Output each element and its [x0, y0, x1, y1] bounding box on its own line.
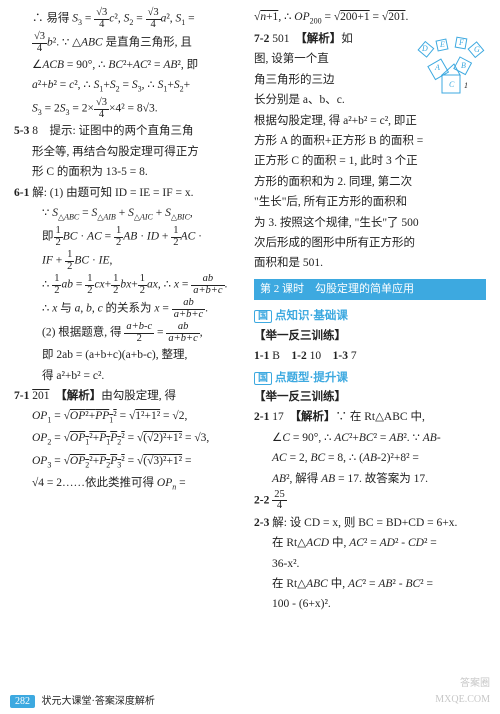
text: 提示: 证图中的两个直角三角: [49, 125, 193, 137]
text-line: 形 C 的面积为 13-5 = 8.: [14, 163, 246, 181]
page-container: ∴ 易得 S3 = √34c², S2 = √34a², S1 = √34b².…: [0, 0, 500, 714]
text-line: 方形 A 的面积+正方形 B 的面积 =: [254, 132, 486, 150]
diagram-label-d: D: [421, 44, 428, 53]
text-line: 100 - (6+x)².: [254, 595, 486, 613]
text-line: ∴ x 与 a, b, c 的关系为 x = aba+b+c.: [14, 298, 246, 320]
text-line: a²+b² = c², ∴ S1+S2 = S3, ∴ S1+S2+: [14, 76, 246, 96]
text-line: ∠C = 90°, ∴ AC²+BC² = AB². ∵ AB-: [254, 429, 486, 447]
watermark-line1: 答案圈: [435, 676, 490, 692]
section-basic: 国点知识·基础课: [254, 307, 486, 325]
text-line: 得 a²+b² = c².: [14, 367, 246, 385]
text-line: √4 = 2……依此类推可得 OPn =: [14, 474, 246, 494]
question-1-group: 1-1 B 1-2 10 1-3 7: [254, 347, 486, 365]
text-line: (2) 根据题意, 得 a+b-c2 = aba+b+c,: [14, 322, 246, 344]
question-label: 7-2: [254, 33, 269, 45]
question-2-3: 2-3 解: 设 CD = x, 则 BC = BD+CD = 6+x.: [254, 514, 486, 532]
question-5-3: 5-3 8 提示: 证图中的两个直角三角: [14, 122, 246, 140]
answer-value: 501: [272, 33, 289, 45]
diagram-label-e: E: [439, 40, 445, 49]
text-line: 正方形 C 的面积 = 1, 此时 3 个正: [254, 152, 486, 170]
right-column: √n+1, ∴ OP200 = √200+1 = √201. C A B: [250, 8, 490, 684]
text-line: 即 2ab = (a+b+c)(a+b-c), 整理,: [14, 346, 246, 364]
question-7-1: 7-1 201 【解析】由勾股定理, 得: [14, 387, 246, 405]
text: ∵ 在 Rt△ABC 中,: [335, 411, 424, 423]
question-6-1: 6-1 解: (1) 由题可知 ID = IE = IF = x.: [14, 184, 246, 202]
question-label: 7-1: [14, 390, 29, 402]
text-line: √34b². ∵ △ABC 是直角三角形, 且: [14, 32, 246, 54]
text: 如: [341, 33, 353, 45]
text-line: AB², 解得 AB = 17. 故答案为 17.: [254, 470, 486, 488]
text-line: OP3 = √OP2²+P2P3² = √(√3)²+1² =: [14, 452, 246, 472]
text-line: 形全等, 再结合勾股定理可得正方: [14, 143, 246, 161]
text-line: ∠ACB = 90°, ∴ BC²+AC² = AB², 即: [14, 56, 246, 74]
text-line: 在 Rt△ACD 中, AC² = AD² - CD² =: [254, 534, 486, 552]
footer-text: 状元大课堂·答案深度解析: [42, 696, 155, 707]
question-2-2: 2-2 254: [254, 490, 486, 512]
question-label: 2-1: [254, 411, 269, 423]
section-advanced: 国点题型·提升课: [254, 369, 486, 387]
text-line: 在 Rt△ABC 中, AC² = AB² - BC² =: [254, 575, 486, 593]
text-line: 方形的面积和为 2. 同理, 第二次: [254, 173, 486, 191]
text-line: 即12BC · AC = 12AB · ID + 12AC ·: [14, 226, 246, 248]
text-line: 为 3. 按照这个规律, "生长"了 500: [254, 214, 486, 232]
answer-value: 201: [32, 390, 49, 402]
watermark: 答案圈 MXQE.COM: [435, 676, 490, 708]
section-icon: 国: [254, 310, 272, 323]
pythagoras-tree-diagram: C A B D E F G 1: [416, 30, 486, 95]
text-line: 面积和是 501.: [254, 254, 486, 272]
text-line: OP1 = √OP²+PP1² = √1²+1² = √2,: [14, 407, 246, 427]
diagram-label-c: C: [449, 80, 455, 89]
text-line: ∴ 易得 S3 = √34c², S2 = √34a², S1 =: [14, 8, 246, 30]
text: 由勾股定理, 得: [101, 390, 176, 402]
diagram-label-f: F: [458, 38, 464, 47]
question-label: 2-3: [254, 517, 269, 529]
text: 解: 设 CD = x, 则 BC = BD+CD = 6+x.: [272, 517, 457, 529]
page-number: 282: [10, 695, 35, 708]
left-column: ∴ 易得 S3 = √34c², S2 = √34a², S1 = √34b².…: [10, 8, 250, 684]
question-label: 6-1: [14, 187, 29, 199]
text-line: 根据勾股定理, 得 a²+b² = c², 即正: [254, 112, 486, 130]
training-label: 【举一反三训练】: [254, 388, 486, 406]
analysis-tag: 【解析】: [61, 390, 101, 402]
text-line: 次后形成的图形中所有正方形的: [254, 234, 486, 252]
question-2-1: 2-1 17 【解析】∵ 在 Rt△ABC 中,: [254, 408, 486, 426]
diagram-label-g: G: [474, 45, 480, 54]
question-label: 2-2: [254, 495, 269, 507]
page-footer: 282 状元大课堂·答案深度解析: [10, 694, 155, 710]
text-line: ∵ S△ABC = S△AIB + S△AIC + S△BIC,: [14, 204, 246, 224]
training-label: 【举一反三训练】: [254, 327, 486, 345]
text-line: √n+1, ∴ OP200 = √200+1 = √201.: [254, 8, 486, 28]
diagram-label-a: A: [434, 63, 440, 72]
analysis-tag: 【解析】: [301, 33, 341, 45]
section-title: 点知识·基础课: [275, 310, 348, 322]
text-line: S3 = 2S3 = 2×√34×4² = 8√3.: [14, 98, 246, 120]
text: 解: (1) 由题可知 ID = IE = IF = x.: [32, 187, 193, 199]
diagram-label-b: B: [461, 61, 466, 70]
question-label: 5-3: [14, 125, 29, 137]
text-line: "生长"后, 所有正方形的面积和: [254, 193, 486, 211]
text-line: IF + 12BC · IE,: [14, 250, 246, 272]
text-line: AC = 2, BC = 8, ∴ (AB-2)²+8² =: [254, 449, 486, 467]
diagram-label-1: 1: [464, 81, 468, 90]
section-title: 点题型·提升课: [275, 372, 348, 384]
section-icon: 国: [254, 372, 272, 385]
answer-value: 17: [272, 411, 284, 423]
text-line: OP2 = √OP1²+P1P2² = √(√2)²+1² = √3,: [14, 429, 246, 449]
text-line: 36-x².: [254, 555, 486, 573]
lesson-header: 第 2 课时 勾股定理的简单应用: [254, 279, 486, 301]
analysis-tag: 【解析】: [295, 411, 335, 423]
answer-value: 254: [272, 490, 287, 512]
watermark-line2: MXQE.COM: [435, 692, 490, 708]
answer-value: 8: [32, 125, 38, 137]
text-line: ∴ 12ab = 12cx+12bx+12ax, ∴ x = aba+b+c.: [14, 274, 246, 296]
